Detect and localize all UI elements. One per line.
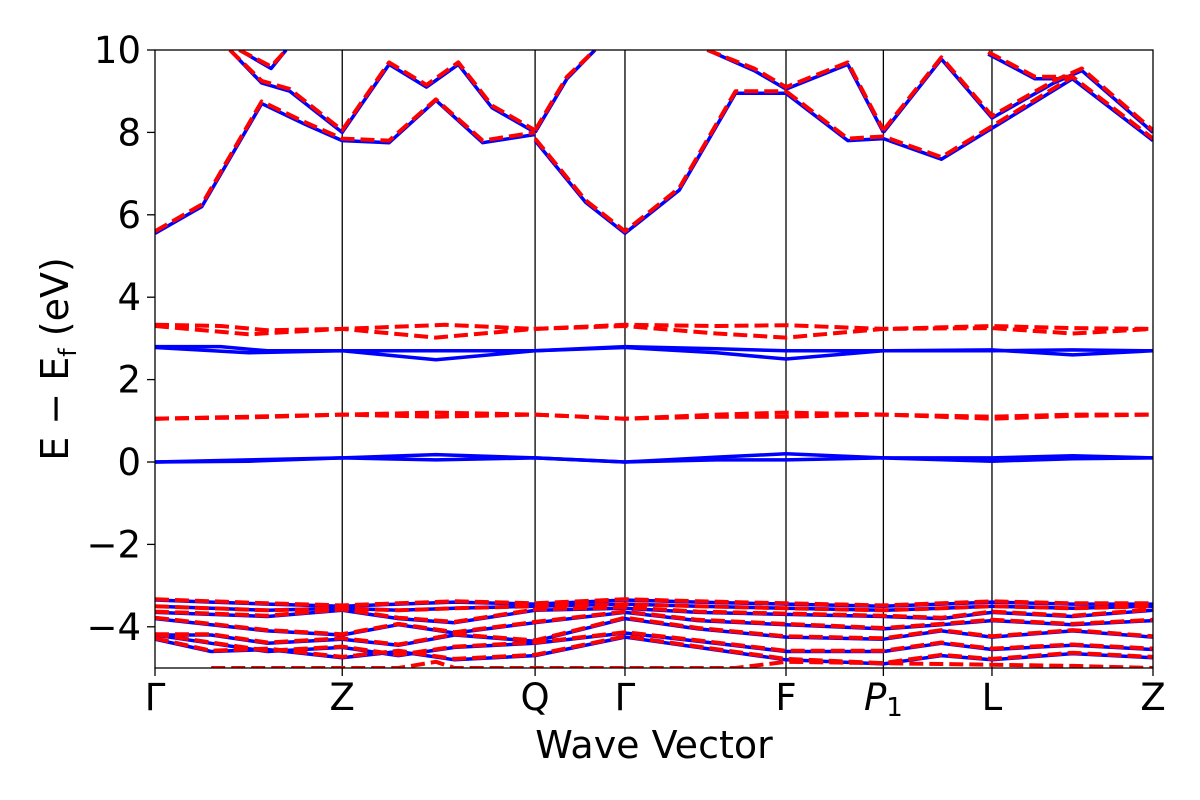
- x-axis-ticks: Γ Z Q Γ F P1 L Z: [145, 668, 1166, 723]
- plot-frame: [154, 49, 1154, 669]
- xtick-label-0: Γ: [145, 676, 166, 719]
- xtick-label-3: Γ: [615, 676, 636, 719]
- dashed-band-10: [706, 50, 886, 132]
- dashed-band-8: [238, 50, 288, 69]
- dashed-band-5: [533, 89, 786, 234]
- dashed-band-9: [533, 50, 597, 132]
- solid-band-5: [533, 91, 786, 236]
- solid-band-9: [533, 50, 597, 134]
- solid-band-group: [155, 50, 1153, 666]
- dashed-band-20: [211, 659, 1153, 668]
- dashed-band-6: [784, 74, 1153, 160]
- dashed-band-1: [155, 324, 1153, 340]
- dashed-band-3: [155, 412, 1153, 421]
- y-axis-label-sub: f: [54, 348, 82, 357]
- xtick-label-4: F: [775, 676, 796, 719]
- dashed-band-7: [228, 50, 537, 133]
- dashed-band-18: [155, 630, 1153, 657]
- xtick-label-1: Z: [330, 676, 355, 719]
- solid-band-1: [155, 345, 1153, 362]
- ytick-label-5: 6: [117, 194, 141, 237]
- dashed-band-16: [155, 609, 1153, 637]
- xtick-label-5: P1: [864, 676, 903, 723]
- dashed-band-11: [881, 55, 1153, 132]
- dashed-band-15: [155, 605, 1153, 624]
- solid-band-4: [155, 98, 536, 235]
- ytick-label-1: −2: [86, 523, 141, 566]
- dashed-band-12: [987, 50, 1073, 79]
- ytick-label-2: 0: [117, 441, 141, 484]
- y-axis-label-unit: (eV): [33, 257, 77, 348]
- dashed-band-4: [155, 97, 536, 234]
- y-axis-ticks: −4 −2 0 2 4 6 8 10: [86, 29, 155, 649]
- ytick-label-0: −4: [86, 606, 141, 649]
- kpoint-gridlines: [341, 50, 993, 668]
- y-axis-label: E − Ef (eV): [33, 257, 82, 461]
- xtick-label-6: L: [982, 676, 1003, 719]
- ytick-label-3: 2: [117, 359, 141, 402]
- xtick-label-2: Q: [521, 676, 550, 719]
- ytick-label-4: 4: [117, 276, 141, 319]
- dashed-band-17: [155, 615, 1153, 647]
- xtick-label-7: Z: [1140, 676, 1165, 719]
- dashed-band-13: [155, 597, 1153, 608]
- ytick-label-6: 8: [117, 111, 141, 154]
- y-axis-label-main: E − E: [33, 357, 77, 461]
- dashed-band-14: [155, 602, 1153, 613]
- x-axis-label: Wave Vector: [535, 723, 773, 767]
- band-lines: [155, 50, 1153, 668]
- dashed-band-19: [155, 634, 1153, 666]
- solid-band-3: [155, 456, 1153, 464]
- dashed-band-group: [155, 50, 1153, 668]
- ytick-label-7: 10: [94, 29, 141, 72]
